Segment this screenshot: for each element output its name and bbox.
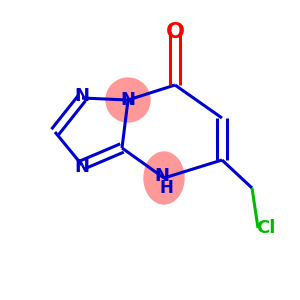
Circle shape (106, 78, 150, 122)
Text: N: N (74, 158, 89, 176)
Text: N: N (74, 87, 89, 105)
Text: N: N (121, 91, 136, 109)
Ellipse shape (144, 152, 184, 204)
Text: Cl: Cl (256, 219, 276, 237)
Text: O: O (166, 22, 184, 42)
Text: H: H (159, 179, 173, 197)
Text: N: N (154, 167, 169, 185)
